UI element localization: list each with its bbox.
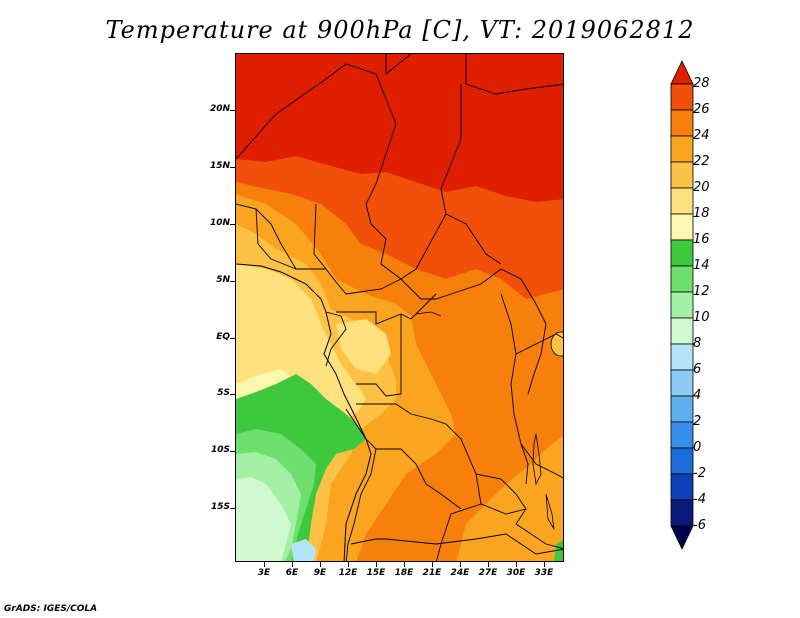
colorbar-segment xyxy=(670,473,694,501)
footer-credit: GrADS: IGES/COLA xyxy=(4,604,98,614)
lat-tick xyxy=(230,167,235,168)
coastline xyxy=(236,263,372,561)
colorbar-segment xyxy=(670,213,694,241)
colorbar-label: 8 xyxy=(693,336,702,351)
lake-malawi xyxy=(545,493,555,530)
colorbar-segment xyxy=(670,265,694,293)
lon-label-12e: 12E xyxy=(338,568,358,578)
colorbar-label: 24 xyxy=(693,128,710,143)
colorbar-segment xyxy=(670,343,694,371)
lat-tick xyxy=(230,394,235,395)
country-borders xyxy=(236,54,563,561)
lon-tick xyxy=(348,562,349,567)
lake-tanganyika xyxy=(532,433,542,486)
band-8 xyxy=(236,477,291,561)
lat-label-20n: 20N xyxy=(209,104,230,114)
lon-label-6e: 6E xyxy=(285,568,299,578)
lon-tick xyxy=(404,562,405,567)
colorbar-label: -4 xyxy=(693,492,706,507)
lat-label-15s: 15S xyxy=(210,502,230,512)
lon-label-30e: 30E xyxy=(506,568,526,578)
lat-label-eq: EQ xyxy=(216,332,230,342)
colorbar-segment xyxy=(670,291,694,319)
colorbar-label: -6 xyxy=(693,518,706,533)
colorbar-label: 6 xyxy=(693,362,702,377)
temperature-map xyxy=(235,53,564,562)
colorbar-segment xyxy=(670,187,694,215)
colorbar-segment xyxy=(670,109,694,137)
lon-label-9e: 9E xyxy=(313,568,327,578)
colorbar xyxy=(670,60,694,550)
colorbar-segment xyxy=(670,421,694,449)
lon-tick xyxy=(516,562,517,567)
chart-title: Temperature at 900hPa [C], VT: 201906281… xyxy=(105,16,695,44)
lon-tick xyxy=(376,562,377,567)
lon-tick xyxy=(432,562,433,567)
colorbar-segment xyxy=(670,135,694,163)
lon-label-15e: 15E xyxy=(366,568,386,578)
colorbar-label: 14 xyxy=(693,258,710,273)
lat-tick xyxy=(230,281,235,282)
colorbar-segment xyxy=(670,395,694,423)
colorbar-label: 28 xyxy=(693,76,710,91)
lat-label-10n: 10N xyxy=(209,218,230,228)
colorbar-segment xyxy=(670,369,694,397)
lat-tick xyxy=(230,451,235,452)
lon-label-24e: 24E xyxy=(450,568,470,578)
lon-tick xyxy=(460,562,461,567)
colorbar-top-triangle xyxy=(670,60,694,85)
colorbar-label: 10 xyxy=(693,310,710,325)
lon-label-3e: 3E xyxy=(257,568,271,578)
river xyxy=(415,311,442,317)
lon-tick xyxy=(292,562,293,567)
lat-tick xyxy=(230,508,235,509)
colorbar-segment xyxy=(670,499,694,527)
colorbar-label: 12 xyxy=(693,284,710,299)
lon-tick xyxy=(544,562,545,567)
colorbar-segment xyxy=(670,161,694,189)
band-6 xyxy=(291,539,316,561)
map-canvas xyxy=(236,54,563,561)
colorbar-label: 20 xyxy=(693,180,710,195)
colorbar-bottom-triangle xyxy=(670,525,694,550)
colorbar-label: 2 xyxy=(693,414,702,429)
lon-tick xyxy=(320,562,321,567)
lon-label-18e: 18E xyxy=(394,568,414,578)
lon-label-33e: 33E xyxy=(534,568,554,578)
colorbar-segment xyxy=(670,239,694,267)
lat-label-5s: 5S xyxy=(217,388,230,398)
lat-tick xyxy=(230,224,235,225)
colorbar-label: -2 xyxy=(693,466,706,481)
lat-tick xyxy=(230,338,235,339)
colorbar-segment xyxy=(670,447,694,475)
colorbar-segment xyxy=(670,317,694,345)
lat-tick xyxy=(230,110,235,111)
lon-label-27e: 27E xyxy=(478,568,498,578)
colorbar-label: 4 xyxy=(693,388,702,403)
lon-label-21e: 21E xyxy=(422,568,442,578)
lon-tick xyxy=(264,562,265,567)
colorbar-label: 18 xyxy=(693,206,710,221)
lon-tick xyxy=(488,562,489,567)
lat-label-5n: 5N xyxy=(216,275,230,285)
lake-victoria xyxy=(550,331,563,357)
colorbar-label: 16 xyxy=(693,232,710,247)
colorbar-segment xyxy=(670,83,694,111)
lat-label-10s: 10S xyxy=(210,445,230,455)
band-22-east xyxy=(456,435,563,561)
colorbar-label: 22 xyxy=(693,154,710,169)
colorbar-label: 0 xyxy=(693,440,702,455)
lat-label-15n: 15N xyxy=(209,161,230,171)
colorbar-label: 26 xyxy=(693,102,710,117)
band-18-central xyxy=(336,319,391,374)
